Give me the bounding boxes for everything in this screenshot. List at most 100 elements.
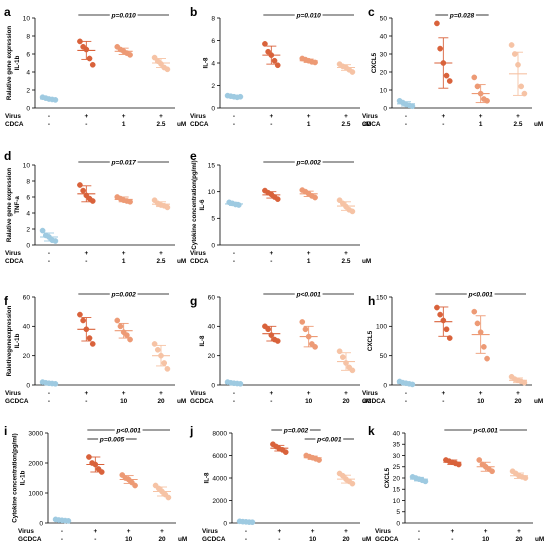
condition-value-j-1-2: 10 — [309, 536, 317, 543]
condition-label-j-0: Virus — [202, 528, 218, 535]
y-tick-label-a-1: 2 — [26, 87, 30, 94]
condition-value-b-0-0: - — [233, 113, 235, 120]
y-tick-label-h-3: 150 — [376, 294, 387, 301]
y-tick-label-a-2: 4 — [26, 69, 30, 76]
panel-label-k: k — [368, 424, 375, 438]
y-axis-label-c: CXCL5 — [371, 52, 378, 73]
y-tick-label-k-3: 15 — [393, 487, 401, 494]
data-point-e-g2-4 — [312, 194, 318, 201]
unit-label-d: uM — [177, 258, 186, 265]
y-tick-label-d-5: 10 — [23, 162, 31, 169]
condition-value-e-1-1: - — [270, 258, 272, 265]
condition-value-h-1-1: - — [442, 398, 444, 405]
y-tick-label-b-2: 4 — [211, 60, 215, 67]
condition-label-e-0: Virus — [190, 250, 206, 257]
y-tick-label-j-4: 8000 — [212, 430, 227, 437]
y-tick-label-i-2: 2000 — [28, 460, 43, 467]
data-point-d-g1-4 — [89, 198, 96, 204]
unit-label-f: uM — [177, 398, 186, 405]
condition-value-e-0-0: - — [233, 250, 235, 257]
condition-value-a-1-2: 1 — [122, 121, 126, 128]
condition-value-k-1-0: - — [418, 536, 420, 543]
data-point-e-g3-4 — [349, 208, 356, 215]
y-tick-label-j-2: 4000 — [212, 475, 227, 482]
y-axis-label-e: IL-6 — [199, 199, 206, 211]
y-tick-label-g-2: 40 — [208, 324, 216, 331]
condition-value-d-0-3: + — [159, 250, 163, 257]
y-tick-label-k-5: 25 — [393, 464, 401, 471]
condition-value-j-1-0: - — [245, 536, 247, 543]
data-point-c-g3-0 — [508, 42, 515, 48]
p-value-a-0: p=0.010 — [110, 12, 136, 19]
data-point-h-g1-1 — [437, 311, 443, 318]
data-point-g-g1-1 — [265, 326, 271, 333]
data-point-c-g3-3 — [518, 83, 525, 90]
panel-label-f: f — [4, 294, 9, 308]
condition-value-g-1-0: - — [233, 398, 235, 405]
condition-value-e-0-3: + — [344, 250, 348, 257]
y-tick-label-b-3: 6 — [211, 38, 215, 45]
panel-label-h: h — [368, 294, 375, 308]
condition-value-d-0-0: - — [48, 250, 50, 257]
y-axis-label-g: IL-8 — [199, 335, 206, 347]
data-point-f-g2-4 — [127, 336, 133, 343]
y-axis-title-d: Ralative gene expression — [6, 168, 13, 243]
p-value-i-1: p=0.005 — [99, 436, 125, 443]
condition-value-h-0-0: - — [405, 390, 407, 397]
condition-value-j-0-1: + — [277, 528, 281, 535]
condition-label-b-0: Virus — [190, 113, 206, 120]
condition-value-e-1-0: - — [233, 258, 235, 265]
data-point-h-g1-0 — [434, 304, 440, 311]
y-tick-label-g-3: 60 — [208, 294, 216, 301]
y-tick-label-c-3: 30 — [380, 51, 388, 58]
data-point-a-g3-4 — [164, 66, 171, 73]
y-axis-title-a: Ralative gene expression — [6, 26, 13, 101]
data-point-f-g3-0 — [151, 341, 158, 347]
p-value-g-0: p<0.001 — [295, 291, 321, 298]
condition-label-d-0: Virus — [5, 250, 21, 257]
data-point-k-g2-0 — [476, 457, 483, 463]
condition-value-c-1-0: - — [405, 121, 407, 128]
p-value-i-0: p<0.001 — [115, 427, 141, 434]
data-point-c-g1-0 — [434, 20, 440, 27]
y-tick-label-b-4: 8 — [211, 15, 215, 22]
y-tick-label-c-1: 10 — [380, 87, 388, 94]
condition-value-h-0-1: + — [441, 390, 445, 397]
condition-value-d-1-1: - — [85, 258, 87, 265]
y-tick-label-j-3: 6000 — [212, 453, 227, 460]
y-tick-label-a-0: 0 — [26, 105, 30, 112]
y-axis-title-e: Cytokine concentration(pg/ml) — [191, 160, 198, 249]
condition-value-h-0-3: + — [516, 390, 520, 397]
data-point-c-g1-3 — [443, 72, 450, 79]
y-axis-title-f: Raletivegeneexpression — [6, 305, 13, 376]
y-tick-label-k-8: 40 — [393, 430, 401, 437]
condition-value-a-1-1: - — [85, 121, 87, 128]
condition-value-g-0-1: + — [269, 390, 273, 397]
unit-label-e: uM — [362, 258, 371, 265]
data-point-i-g2-4 — [132, 482, 138, 489]
unit-label-i: uM — [178, 536, 187, 543]
data-point-b-g1-3 — [271, 57, 278, 64]
data-point-g-g3-0 — [336, 348, 343, 355]
condition-label-k-0: Virus — [375, 528, 391, 535]
data-point-c-g3-1 — [511, 51, 518, 57]
data-point-c-g3-4 — [521, 90, 528, 97]
y-tick-label-i-3: 3000 — [28, 430, 43, 437]
data-point-c-g2-1 — [474, 83, 481, 90]
y-tick-label-f-3: 60 — [23, 294, 31, 301]
y-tick-label-e-1: 5 — [211, 216, 215, 223]
unit-label-k: uM — [535, 536, 544, 543]
condition-value-i-1-1: - — [94, 536, 96, 543]
y-axis-label-h: CXCL5 — [367, 330, 374, 351]
condition-value-j-0-0: - — [245, 528, 247, 535]
panel-label-c: c — [368, 5, 375, 19]
data-point-g-g2-0 — [299, 319, 306, 325]
y-tick-label-g-0: 0 — [211, 382, 215, 389]
y-tick-label-i-0: 0 — [39, 520, 43, 527]
condition-value-g-0-2: + — [307, 390, 311, 397]
y-tick-label-e-0: 0 — [211, 242, 215, 249]
condition-value-b-0-1: + — [269, 113, 273, 120]
unit-label-b: uM — [362, 121, 371, 128]
condition-label-e-1: CDCA — [190, 258, 209, 265]
panel-label-d: d — [4, 149, 11, 163]
